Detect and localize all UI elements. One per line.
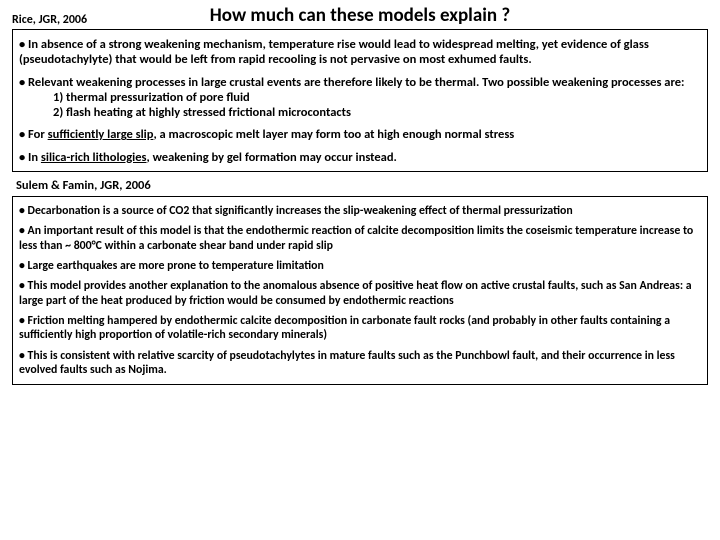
sub-item: 1) thermal pressurization of pore fluid (53, 90, 701, 105)
citation-sulem: Sulem & Famin, JGR, 2006 (16, 178, 708, 193)
bullet: • Large earthquakes are more prone to te… (19, 259, 701, 273)
box-sulem: • Decarbonation is a source of CO2 that … (12, 196, 708, 385)
t: • In (19, 150, 41, 165)
t: , a macroscopic melt layer may form too … (153, 127, 514, 142)
underline: sufficiently large slip (48, 127, 154, 142)
underline: silica-rich lithologies (41, 150, 147, 165)
citation-rice: Rice, JGR, 2006 (12, 13, 122, 27)
t: • For (19, 127, 48, 142)
bullet: • For sufficiently large slip, a macrosc… (19, 127, 701, 142)
bullet-text: • Relevant weakening processes in large … (19, 75, 685, 90)
bullet: • This is consistent with relative scarc… (19, 349, 701, 378)
box-rice: • In absence of a strong weakening mecha… (12, 29, 708, 172)
bullet: • Decarbonation is a source of CO2 that … (19, 204, 701, 218)
bullet: • In absence of a strong weakening mecha… (19, 37, 701, 68)
bullet: • Friction melting hampered by endotherm… (19, 314, 701, 343)
bullet: • Relevant weakening processes in large … (19, 75, 701, 121)
t: , weakening by gel formation may occur i… (147, 150, 397, 165)
sub-item: 2) flash heating at highly stressed fric… (53, 105, 701, 120)
bullet: • An important result of this model is t… (19, 224, 701, 253)
bullet: • This model provides another explanatio… (19, 279, 701, 308)
page-title: How much can these models explain ? (122, 4, 598, 27)
bullet: • In silica-rich lithologies, weakening … (19, 150, 701, 165)
